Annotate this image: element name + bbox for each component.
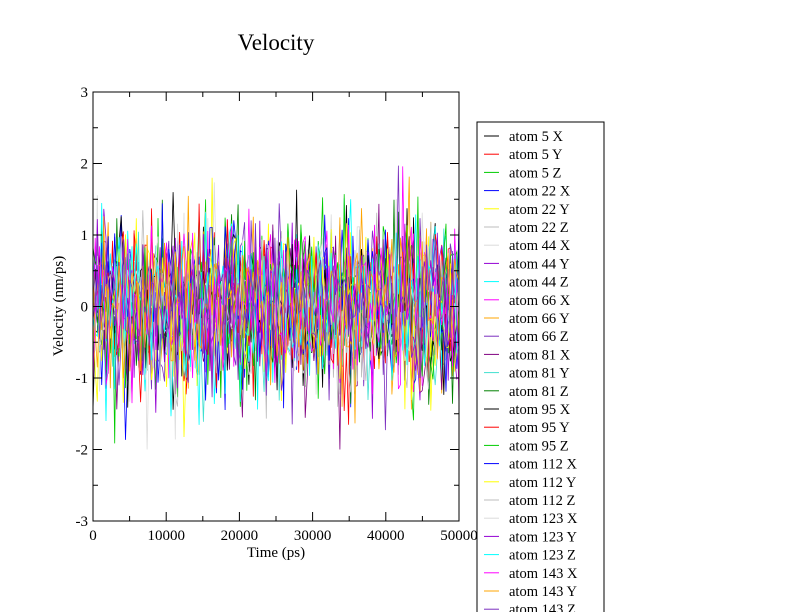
legend-entry: atom 5 X: [509, 129, 563, 145]
legend-entry: atom 112 Z: [509, 493, 575, 509]
legend-entry: atom 112 X: [509, 457, 577, 473]
x-tick-label: 10000: [147, 528, 185, 544]
y-axis-ticks: -3 -2 -1 0 1 2 3: [76, 85, 459, 530]
legend-entry: atom 143 Y: [509, 584, 577, 600]
y-tick-label: -3: [76, 514, 89, 530]
legend-entry: atom 81 X: [509, 347, 571, 363]
legend-entry: atom 66 Z: [509, 329, 569, 345]
y-tick-label: 1: [81, 228, 89, 244]
legend-entry: atom 95 X: [509, 402, 571, 418]
x-tick-label: 30000: [294, 528, 332, 544]
legend-box: [476, 121, 605, 612]
y-tick-label: 2: [81, 157, 89, 173]
x-tick-label: 40000: [367, 528, 405, 544]
y-tick-label: -2: [76, 443, 89, 459]
legend-entry: atom 5 Y: [509, 147, 563, 163]
chart-title: Velocity: [238, 30, 315, 55]
legend-entry: atom 22 Y: [509, 202, 570, 218]
legend-entry: atom 112 Y: [509, 475, 577, 491]
y-tick-label: -1: [76, 371, 89, 387]
legend-entry: atom 123 Y: [509, 529, 577, 545]
x-axis-ticks: 0 10000 20000 30000 40000 50000: [89, 92, 478, 544]
legend: atom 5 X atom 5 Y atom 5 Z atom 22 X atom 22…: [476, 121, 605, 612]
legend-entry: atom 123 Z: [509, 548, 576, 564]
x-tick-label: 20000: [221, 528, 259, 544]
legend-entry: atom 22 Z: [509, 220, 569, 236]
legend-entry: atom 81 Y: [509, 366, 570, 382]
legend-entry: atom 66 X: [509, 293, 571, 309]
series-line-atom-143-y: [93, 176, 459, 424]
legend-entry: atom 66 Y: [509, 311, 570, 327]
legend-entry: atom 22 X: [509, 184, 571, 200]
y-tick-label: 0: [81, 300, 89, 316]
legend-entry: atom 44 X: [509, 238, 571, 254]
legend-entry: atom 95 Y: [509, 420, 570, 436]
x-tick-label: 50000: [440, 528, 478, 544]
legend-entry: atom 143 X: [509, 566, 578, 582]
legend-entry: atom 44 Z: [509, 275, 569, 291]
legend-entry: atom 44 Y: [509, 256, 570, 272]
legend-entry: atom 95 Z: [509, 438, 569, 454]
legend-entry: atom 123 X: [509, 511, 578, 527]
y-tick-label: 3: [81, 85, 89, 101]
y-axis-label: Velocity (nm/ps): [51, 256, 67, 356]
x-tick-label: 0: [89, 528, 97, 544]
series-lines: [93, 165, 459, 450]
legend-entry: atom 143 Z: [509, 602, 576, 612]
legend-entry: atom 5 Z: [509, 165, 561, 181]
series-line-atom-143-z: [93, 165, 459, 398]
x-axis-label: Time (ps): [247, 545, 305, 561]
legend-entry: atom 81 Z: [509, 384, 569, 400]
